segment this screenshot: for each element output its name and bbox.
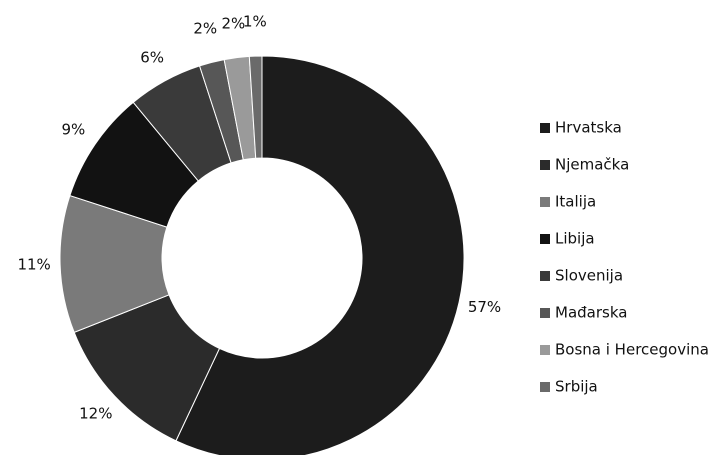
data-label: 12% bbox=[79, 405, 112, 423]
legend-swatch bbox=[540, 123, 550, 133]
legend-label: Hrvatska bbox=[555, 119, 622, 137]
legend-label: Srbija bbox=[555, 378, 598, 396]
data-label: 2% bbox=[222, 14, 246, 32]
legend-label: Italija bbox=[555, 193, 596, 211]
legend-label: Slovenija bbox=[555, 267, 623, 285]
legend-swatch bbox=[540, 308, 550, 318]
legend-label: Bosna i Hercegovina bbox=[555, 341, 709, 359]
data-label: 1% bbox=[243, 13, 267, 31]
legend-swatch bbox=[540, 382, 550, 392]
legend-label: Mađarska bbox=[555, 304, 627, 322]
data-label: 6% bbox=[140, 49, 164, 67]
legend-swatch bbox=[540, 234, 550, 244]
donut-slice bbox=[175, 55, 465, 459]
donut-slice bbox=[248, 55, 263, 159]
data-label: 11% bbox=[17, 256, 50, 274]
legend-swatch bbox=[540, 345, 550, 355]
data-label: 9% bbox=[62, 120, 86, 138]
data-label: 2% bbox=[193, 20, 217, 38]
legend-label: Njemačka bbox=[555, 156, 629, 174]
legend-label: Libija bbox=[555, 230, 595, 248]
legend-swatch bbox=[540, 271, 550, 281]
legend-swatch bbox=[540, 160, 550, 170]
legend-swatch bbox=[540, 197, 550, 207]
data-label: 57% bbox=[468, 298, 501, 316]
